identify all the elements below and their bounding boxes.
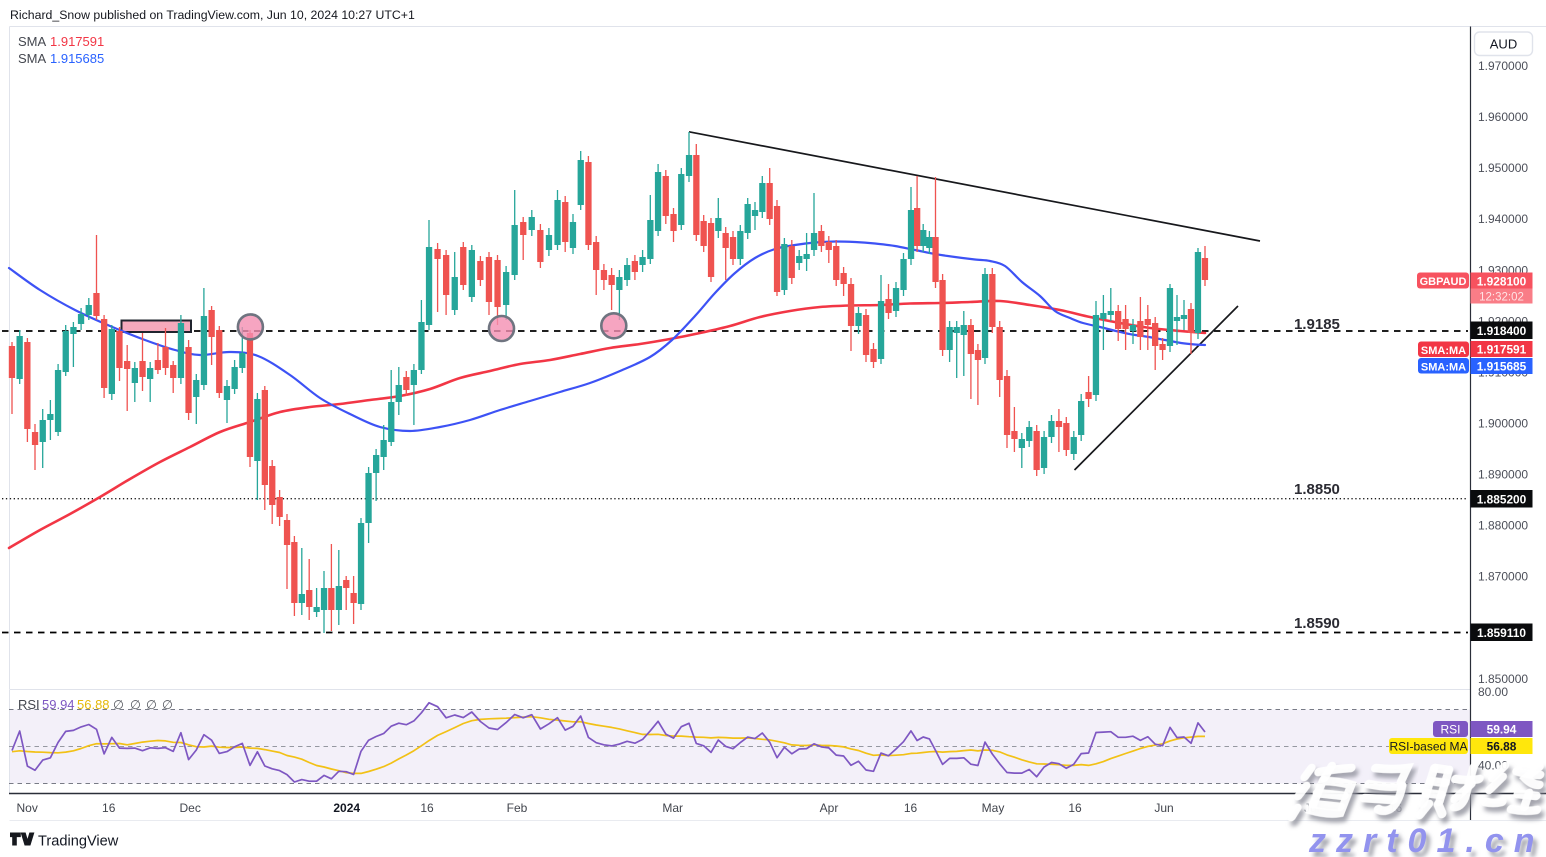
svg-text:1.917591: 1.917591 — [1477, 343, 1527, 357]
svg-text:SMA: SMA — [18, 34, 47, 49]
svg-text:∅: ∅ — [162, 698, 173, 712]
svg-text:1.940000: 1.940000 — [1478, 212, 1528, 226]
svg-text:GBPAUD: GBPAUD — [1420, 276, 1467, 288]
svg-text:RSI: RSI — [18, 697, 40, 712]
svg-text:1.870000: 1.870000 — [1478, 570, 1528, 584]
svg-text:Dec: Dec — [180, 801, 201, 815]
svg-text:1.915685: 1.915685 — [1477, 360, 1527, 374]
svg-text:Nov: Nov — [17, 801, 38, 815]
svg-text:SMA: SMA — [18, 51, 47, 66]
svg-text:80.00: 80.00 — [1478, 685, 1508, 699]
svg-text:May: May — [982, 801, 1005, 815]
svg-text:1.917591: 1.917591 — [50, 34, 104, 49]
svg-text:59.94: 59.94 — [1487, 723, 1517, 737]
svg-text:Mar: Mar — [662, 801, 683, 815]
svg-text:1.970000: 1.970000 — [1478, 59, 1528, 73]
svg-text:∅: ∅ — [130, 698, 141, 712]
svg-text:12:32:02: 12:32:02 — [1479, 292, 1524, 304]
svg-text:1.960000: 1.960000 — [1478, 110, 1528, 124]
svg-text:1.915685: 1.915685 — [50, 51, 104, 66]
svg-text:∅: ∅ — [113, 698, 124, 712]
svg-text:SMA:MA: SMA:MA — [1421, 361, 1466, 373]
svg-text:56.88: 56.88 — [77, 697, 110, 712]
svg-text:1.880000: 1.880000 — [1478, 519, 1528, 533]
svg-text:1.850000: 1.850000 — [1478, 672, 1528, 686]
svg-text:SMA:MA: SMA:MA — [1421, 345, 1466, 357]
svg-text:1.950000: 1.950000 — [1478, 161, 1528, 175]
svg-text:16: 16 — [102, 801, 116, 815]
svg-text:RSI: RSI — [1440, 723, 1460, 737]
svg-text:zzrt01.cn: zzrt01.cn — [1308, 822, 1545, 857]
svg-text:Feb: Feb — [507, 801, 528, 815]
svg-text:59.94: 59.94 — [42, 697, 75, 712]
svg-text:Jun: Jun — [1154, 801, 1173, 815]
svg-text:TradingView: TradingView — [38, 834, 119, 850]
svg-text:1.918400: 1.918400 — [1477, 324, 1527, 338]
svg-text:∅: ∅ — [146, 698, 157, 712]
svg-text:1.928100: 1.928100 — [1477, 275, 1527, 289]
svg-text:1.9185: 1.9185 — [1294, 316, 1340, 333]
svg-text:1.8590: 1.8590 — [1294, 615, 1340, 632]
svg-text:16: 16 — [420, 801, 434, 815]
svg-text:RSI-based MA: RSI-based MA — [1389, 740, 1467, 754]
svg-text:Apr: Apr — [820, 801, 839, 815]
svg-text:16: 16 — [904, 801, 918, 815]
svg-text:Richard_Snow published on Trad: Richard_Snow published on TradingView.co… — [10, 8, 415, 22]
svg-text:1.890000: 1.890000 — [1478, 468, 1528, 482]
svg-text:1.900000: 1.900000 — [1478, 417, 1528, 431]
svg-text:1.8850: 1.8850 — [1294, 481, 1340, 498]
svg-text:1.885200: 1.885200 — [1477, 492, 1527, 506]
svg-text:16: 16 — [1068, 801, 1082, 815]
svg-text:2024: 2024 — [333, 801, 360, 815]
svg-text:1.859110: 1.859110 — [1477, 626, 1526, 640]
svg-text:56.88: 56.88 — [1487, 740, 1517, 754]
svg-text:AUD: AUD — [1490, 37, 1517, 52]
